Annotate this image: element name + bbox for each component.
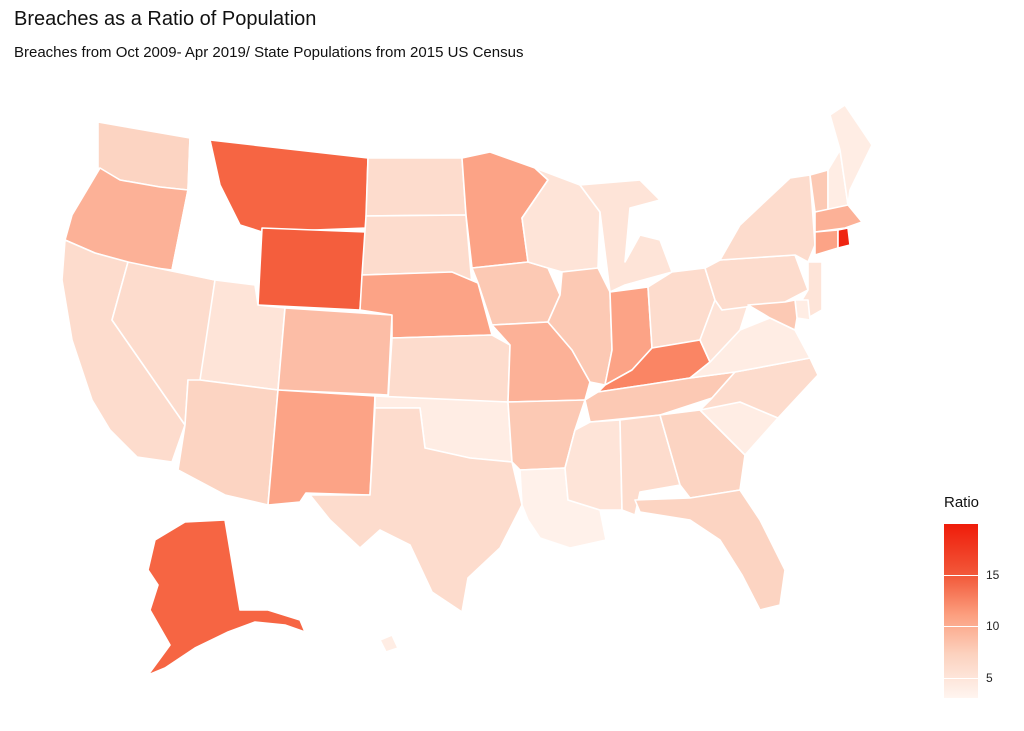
legend-tick-mark [944, 677, 978, 679]
legend-tick-label: 5 [986, 670, 993, 685]
state-new-mexico[interactable] [267, 389, 376, 506]
state-mississippi[interactable] [564, 419, 623, 511]
state-texas[interactable] [309, 407, 523, 613]
state-maryland[interactable] [747, 299, 798, 331]
state-massachusetts[interactable] [814, 204, 863, 233]
map-subtitle: Breaches from Oct 2009- Apr 2019/ State … [14, 44, 524, 61]
state-north-dakota[interactable] [365, 157, 467, 217]
state-hawaii[interactable] [379, 634, 399, 653]
legend-tick-mark [944, 626, 978, 628]
state-new-york[interactable] [719, 174, 816, 263]
legend-gradient-bar [944, 524, 978, 698]
state-michigan[interactable] [579, 179, 673, 293]
color-legend: Ratio 5 10 15 [944, 494, 1014, 714]
legend-title: Ratio [944, 494, 980, 511]
state-florida[interactable] [634, 489, 786, 611]
state-wyoming[interactable] [257, 227, 367, 311]
state-arizona[interactable] [177, 379, 279, 506]
legend-tick-label: 15 [986, 568, 1000, 583]
state-illinois[interactable] [547, 267, 613, 386]
state-rhode-island[interactable] [837, 227, 851, 249]
state-connecticut[interactable] [814, 229, 839, 256]
state-colorado[interactable] [277, 307, 393, 396]
state-kansas[interactable] [387, 334, 511, 403]
state-california[interactable] [61, 239, 186, 463]
legend-tick-mark [944, 575, 978, 577]
state-alaska[interactable] [147, 519, 306, 676]
legend-tick-label: 10 [986, 619, 1000, 634]
map-title: Breaches as a Ratio of Population [14, 8, 317, 30]
